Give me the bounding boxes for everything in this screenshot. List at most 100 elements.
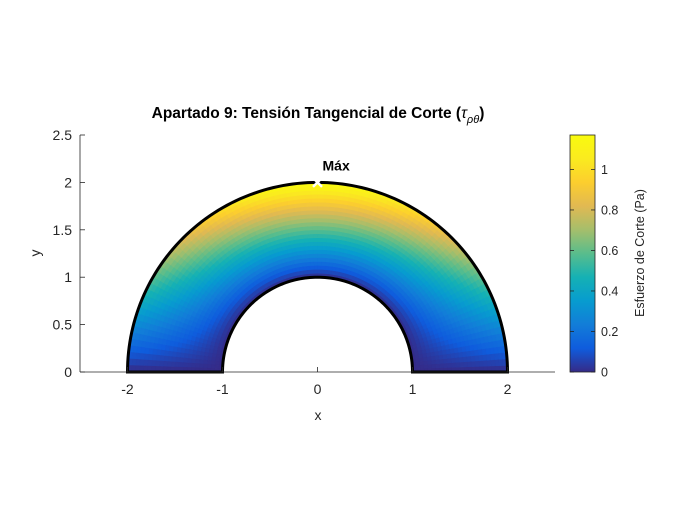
field-cell	[186, 358, 192, 364]
field-cell	[317, 213, 324, 219]
field-cell	[182, 357, 188, 364]
field-cell	[320, 265, 326, 270]
field-cell	[305, 205, 313, 211]
field-cell	[322, 229, 328, 235]
field-cell	[194, 358, 200, 365]
field-cell	[322, 225, 329, 231]
colorbar	[569, 134, 596, 373]
field-cell	[305, 209, 313, 215]
field-cell	[323, 190, 331, 195]
field-cell	[312, 237, 318, 243]
field-cell	[307, 229, 313, 235]
field-cell	[194, 363, 200, 369]
field-cell	[326, 237, 332, 243]
field-cell	[479, 360, 484, 367]
field-cell	[312, 241, 318, 246]
field-cell	[198, 359, 204, 365]
field-cell	[322, 213, 329, 219]
field-cell	[307, 237, 314, 243]
field-cell	[443, 358, 449, 364]
field-cell	[431, 359, 437, 365]
field-cell	[439, 358, 445, 364]
colorbar-ticks: 0 0.2 0.4 0.6 0.8 1	[570, 163, 618, 380]
colorbar-tick-label: 0.4	[601, 284, 618, 298]
field-cell	[158, 360, 164, 367]
field-cell	[431, 363, 437, 369]
field-cell	[170, 361, 176, 368]
field-cell	[311, 197, 318, 203]
x-tick-label: 1	[409, 381, 417, 397]
field-cell	[486, 359, 492, 367]
field-cell	[162, 360, 168, 368]
field-cell	[467, 360, 473, 368]
field-cell	[317, 245, 323, 250]
field-cell	[317, 197, 324, 203]
field-cell	[459, 361, 465, 368]
field-cell	[321, 245, 327, 251]
field-cell	[317, 253, 322, 258]
field-cell	[306, 225, 313, 231]
field-cell	[178, 362, 184, 368]
colorbar-tick-label: 0.8	[601, 203, 618, 217]
field-cell	[311, 209, 318, 215]
field-cell	[325, 253, 331, 259]
field-cell	[317, 265, 322, 270]
field-cell	[317, 268, 322, 274]
field-cell	[323, 186, 331, 192]
field-cell	[423, 363, 429, 369]
field-cell	[447, 362, 453, 368]
max-marker	[312, 177, 323, 188]
field-cell	[317, 237, 323, 243]
field-cell	[309, 261, 315, 266]
field-cell	[427, 363, 433, 369]
field-cell	[322, 201, 330, 207]
field-cell	[321, 257, 326, 262]
field-cell	[304, 186, 312, 192]
field-cell	[202, 359, 208, 365]
field-cell	[214, 364, 220, 369]
field-cell	[182, 362, 188, 368]
field-cell	[305, 197, 312, 203]
field-cell	[304, 249, 310, 255]
field-cell	[311, 213, 318, 219]
y-tick-label: 2	[64, 174, 72, 190]
field-cell	[317, 193, 325, 199]
x-tick-label: -2	[121, 381, 134, 397]
field-cell	[323, 194, 331, 199]
field-cell	[323, 197, 330, 203]
field-cell	[324, 269, 329, 275]
field-cell	[435, 363, 441, 369]
field-cell	[415, 364, 421, 369]
field-cell	[317, 201, 324, 207]
axes: -2 -1 0 1 2 0 0.5 1 1.5 2 2.5	[53, 127, 555, 397]
max-label: Máx	[323, 157, 350, 173]
field-cell	[483, 359, 488, 367]
field-cell	[190, 362, 196, 369]
field-cell	[308, 253, 314, 259]
field-cell	[190, 358, 196, 364]
colorbar-tick-label: 0.2	[601, 325, 618, 339]
field-cell	[309, 269, 315, 274]
field-cell	[322, 205, 330, 211]
field-cell	[206, 363, 212, 369]
field-cell	[320, 261, 326, 266]
x-tick-label: 0	[314, 381, 322, 397]
field-cell	[166, 361, 172, 368]
field-cell	[317, 205, 324, 211]
field-cell	[312, 249, 318, 254]
field-cell	[312, 225, 318, 231]
field-cell	[321, 233, 328, 239]
field-cell	[308, 249, 314, 255]
field-cell	[135, 359, 141, 367]
field-cell	[312, 245, 318, 250]
field-cell	[443, 362, 449, 368]
field-cell	[306, 217, 313, 223]
field-cell	[174, 361, 180, 368]
chart-title: Apartado 9: Tensión Tangencial de Corte …	[152, 105, 485, 126]
field-cell	[439, 362, 445, 369]
field-cell	[317, 229, 323, 235]
field-cell	[447, 357, 453, 364]
colorbar-tick-label: 0.6	[601, 244, 618, 258]
field-cell	[131, 365, 136, 372]
y-tick-label: 2.5	[53, 127, 73, 143]
